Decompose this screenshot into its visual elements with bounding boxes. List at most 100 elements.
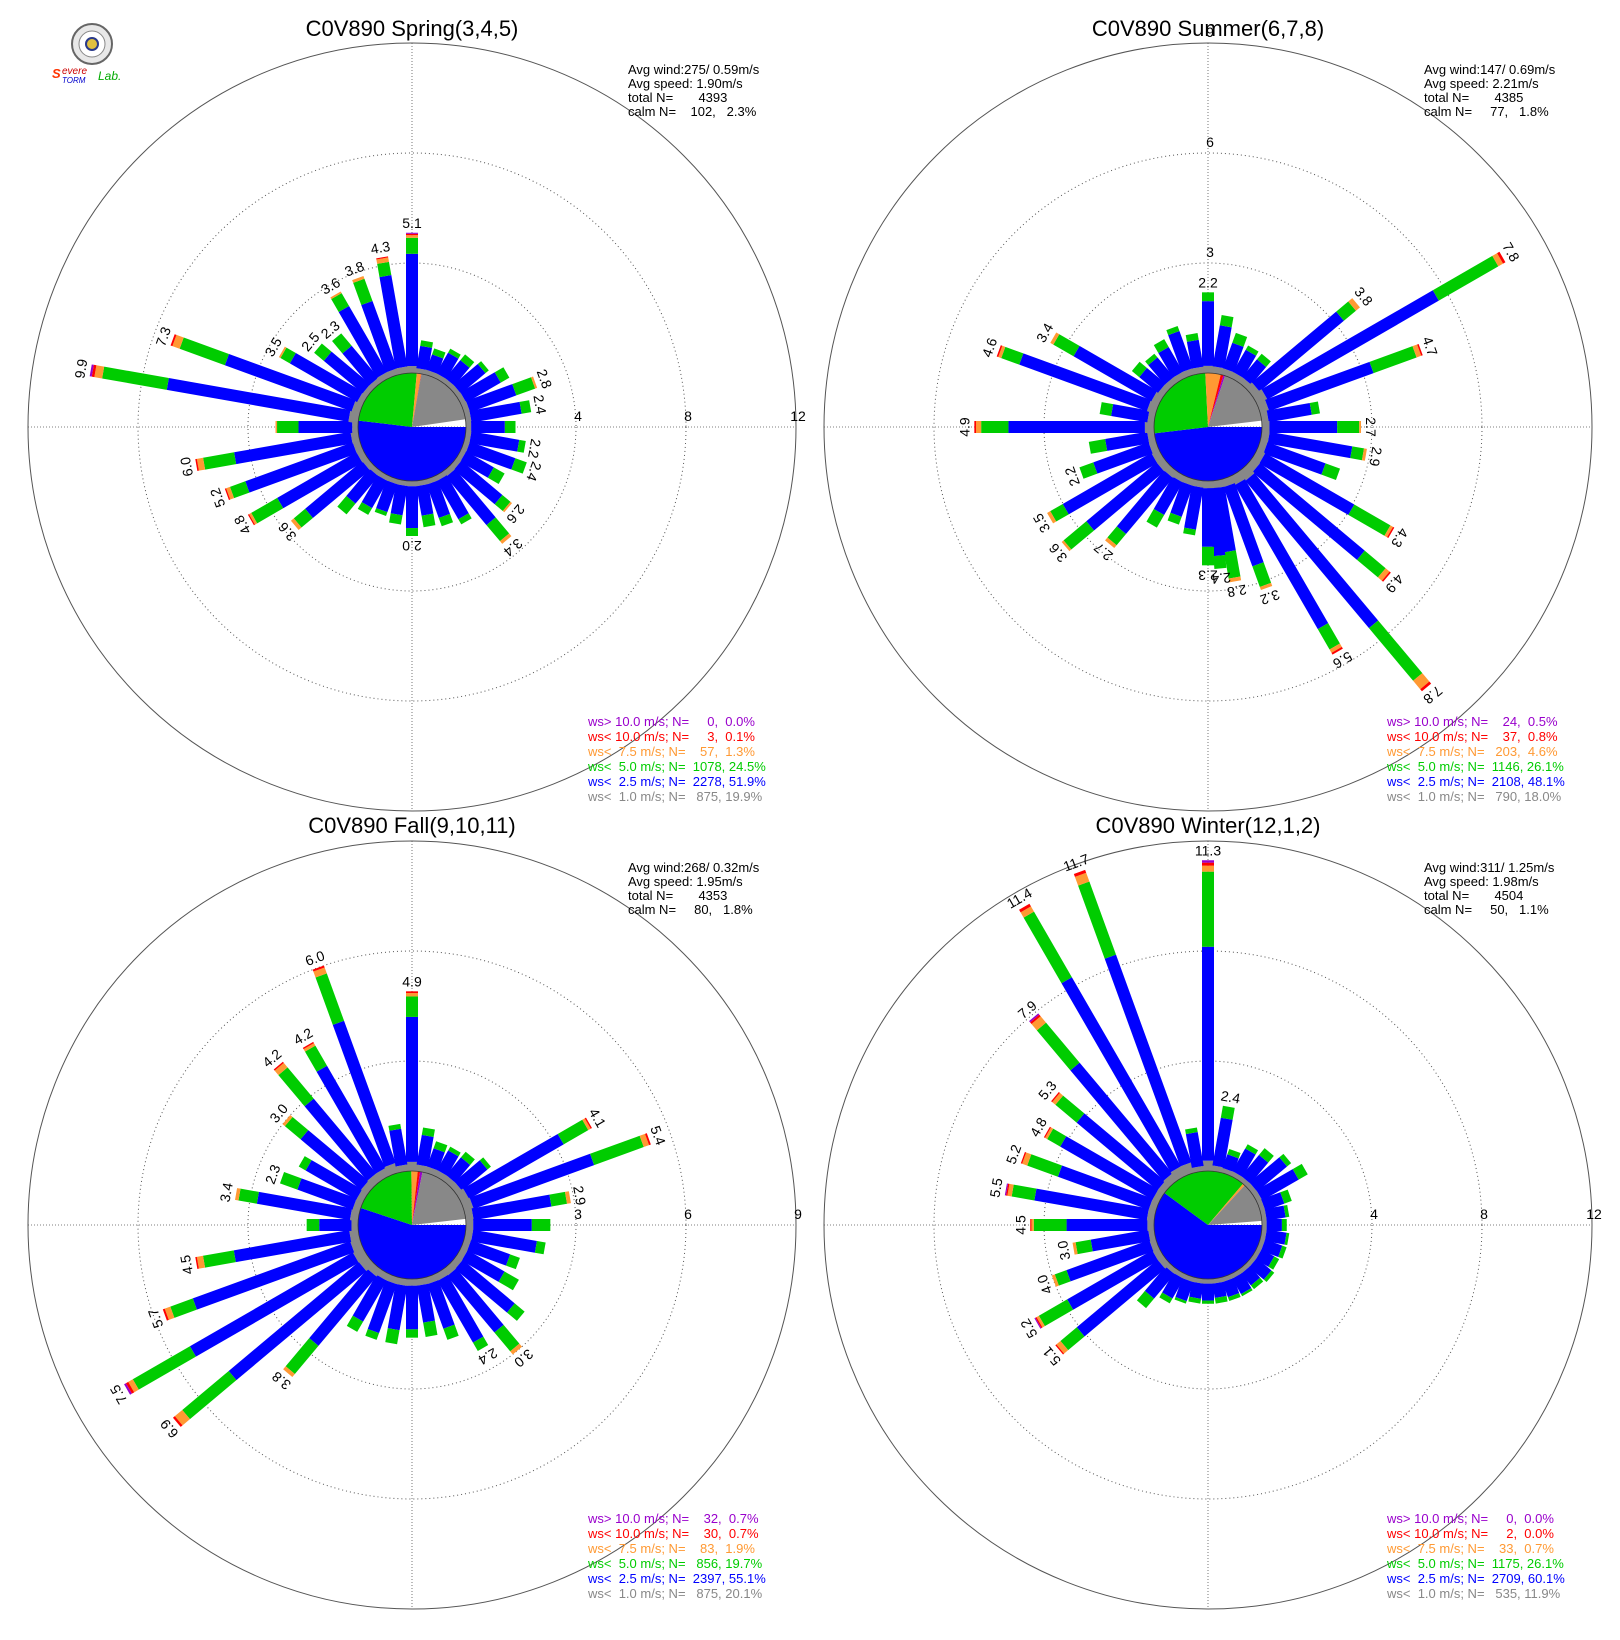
pie-slice [412,373,422,427]
rose-bar-segment [454,1160,488,1191]
rose-bar-segment [342,345,379,386]
rose-bar-segment [332,1020,396,1168]
rose-bar-segment [1062,452,1158,515]
rose-bar-segment [460,354,475,368]
rose-bar-segment [128,1379,139,1393]
rose-bar-segment [1111,404,1150,423]
rose-bar-segment [346,1315,364,1332]
rose-bar-segment [974,421,977,433]
rose-bar-segment [1034,1188,1149,1221]
rose-bar-segment [387,1283,408,1331]
rose-bar-segment [1104,954,1192,1167]
rose-bar-segment [1202,1160,1214,1171]
panel-title: C0V890 Spring(3,4,5) [306,16,519,41]
stats-line: total N= 4393 [628,90,727,105]
rose-bar-label: 2.4 [1211,570,1232,588]
rose-bar-label: 5.4 [647,1124,669,1148]
rose-bar-segment [494,495,511,511]
rose-bar-segment [337,495,356,515]
rose-bar-segment [446,1157,471,1183]
rose-bar-segment [1052,1092,1064,1105]
rose-bar-segment [132,1346,196,1390]
pie-slice [1208,1185,1262,1225]
rose-bar-segment [1153,476,1183,515]
rose-bar-segment [1259,453,1355,515]
panel-title: C0V890 Winter(12,1,2) [1096,813,1321,838]
rose-bar [1105,464,1178,549]
rose-bar-segment [424,1273,439,1285]
rose-bar-segment [1202,365,1214,373]
rose-bar-segment [507,1303,525,1321]
rose-bar-segment [1497,251,1506,264]
rose-bar [1220,332,1248,379]
legend-entry: ws< 5.0 m/s; N= 1146, 26.1% [1386,759,1564,774]
legend-entry: ws< 7.5 m/s; N= 33, 0.7% [1386,1541,1554,1556]
stats-line: Avg wind:147/ 0.69m/s [1424,62,1556,77]
rose-bar-segment [1185,1127,1198,1135]
rose-bar-label: 2.9 [570,1184,589,1206]
rose-bar [1183,479,1205,536]
rose-bar-segment [1159,1292,1173,1304]
rose-bar-segment [256,1191,352,1221]
rose-bar-segment [1063,521,1095,550]
rose-bar-segment [426,480,451,518]
rose-bar-segment [406,1329,418,1338]
legend-entry: ws< 2.5 m/s; N= 2108, 48.1% [1386,774,1565,789]
rose-bar-segment [1034,1317,1042,1329]
rose-bar-segment [1336,301,1356,321]
rose-bar-segment [361,475,388,509]
rose-bar-segment [549,1191,568,1207]
rose-bar-segment [1076,1113,1166,1191]
ring-label: 3 [1206,244,1214,260]
rose-bar-segment [1147,1219,1155,1231]
rose-bar-segment [1185,333,1199,342]
svg-text:evere: evere [62,66,87,77]
rose-bar-segment [1023,911,1072,984]
rose-bar-segment [124,1383,132,1395]
rose-bar-segment [1241,1266,1261,1286]
rose-bar-segment [1145,353,1158,366]
rose-bar-segment [534,1240,546,1255]
rose-bar-segment [644,1133,651,1146]
rose-bar-label: 2.4 [530,393,549,415]
rose-bar-segment [471,421,505,433]
rose-bar-segment [275,421,278,433]
rose-bar-segment [164,1306,175,1320]
rose-bar [306,1219,359,1231]
rose-bar-segment [479,1157,491,1170]
rose-bar-segment [406,1279,418,1286]
severe-storm-lab-logo: S evere TORM Lab. [48,22,144,86]
rose-bar-segment [1019,353,1151,412]
rose-bar-segment [306,1219,320,1231]
rose-bar-segment [1061,977,1181,1173]
rose-bar-segment [229,481,250,499]
rose-bar-segment [1292,1163,1308,1180]
rose-bar-segment [179,337,229,366]
rose-bar-segment [293,508,313,528]
rose-bar-segment [460,1197,474,1213]
rose-bar-label: 9.9 [71,357,90,379]
rose-bar-segment [584,1117,592,1129]
rose-bar-segment [273,1061,284,1071]
rose-bar-segment [338,305,388,378]
pie-slice [1154,373,1208,434]
rose-bar-segment [436,352,459,380]
rose-bar [312,965,400,1177]
rose-bar-label: 7.3 [152,324,174,348]
rose-bar-segment [234,431,353,465]
rose-bar-segment [437,1275,484,1343]
rose-bar [376,256,409,375]
rose-bar-segment [1350,446,1365,461]
rose-bar-segment [564,1191,571,1204]
rose-bar-segment [280,347,296,364]
rose-bar-segment [1220,1105,1235,1120]
rose-bar-segment [1036,1022,1080,1071]
rose-bar-segment [466,1219,474,1231]
rose-bar [1185,333,1205,375]
rose-bar-segment [1175,1278,1194,1302]
rose-bar-segment [1202,1300,1214,1304]
rose-bar [172,1255,375,1427]
rose-bar-segment [290,518,302,530]
rose-bar-segment [298,1156,312,1171]
rose-bar [1050,332,1165,406]
